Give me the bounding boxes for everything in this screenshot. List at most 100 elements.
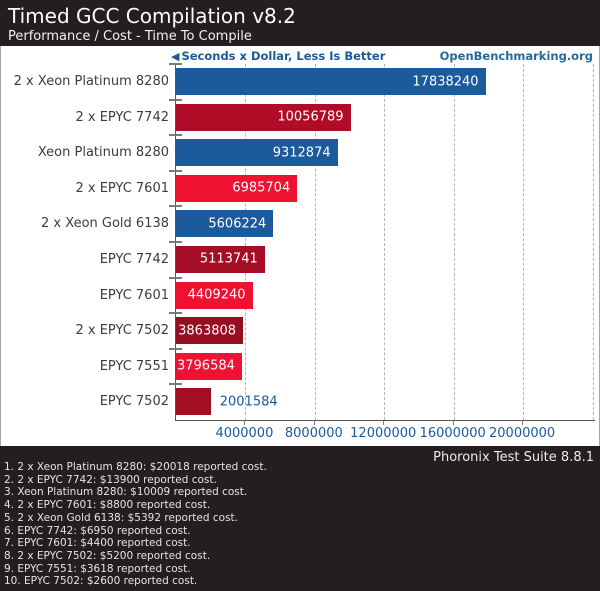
x-axis-tick — [244, 421, 246, 425]
gridline — [453, 64, 455, 420]
page-title: Timed GCC Compilation v8.2 — [8, 4, 296, 28]
bar-rows: 2 x Xeon Platinum 8280 17838240 2 x EPYC 7… — [1, 64, 599, 420]
bar-row: EPYC 7551 3796584 — [1, 349, 599, 385]
y-axis-tick — [169, 169, 182, 172]
footnote-line: 1. 2 x Xeon Platinum 8280: $20018 report… — [4, 461, 267, 473]
value-label: 10056789 — [277, 109, 344, 125]
unit-annotation: ◀ Seconds x Dollar, Less Is Better — [171, 49, 385, 63]
x-axis: 4000000 8000000 12000000 16000000 20000000 — [175, 420, 595, 447]
chart-footer: Phoronix Test Suite 8.8.1 1. 2 x Xeon Pl… — [0, 446, 600, 591]
bar-row: 2 x Xeon Platinum 8280 17838240 — [1, 64, 599, 100]
category-label: 2 x EPYC 7502 — [75, 323, 169, 339]
value-label: 4409240 — [187, 287, 246, 303]
value-bar: 3796584 — [176, 352, 242, 380]
value-bar: 6985704 — [176, 174, 298, 202]
value-bar: 5113741 — [176, 245, 265, 273]
value-bar: 10056789 — [176, 103, 351, 131]
x-axis-tick-label: 20000000 — [489, 426, 556, 441]
y-axis-tick — [169, 63, 182, 65]
bar-track: 10056789 — [175, 100, 595, 136]
x-axis-tick — [383, 421, 385, 425]
bar-track: 3863808 — [175, 313, 595, 349]
bar-row: 2 x EPYC 7742 10056789 — [1, 100, 599, 136]
value-bar: 17838240 — [176, 68, 486, 95]
category-label: Xeon Platinum 8280 — [37, 145, 169, 161]
bar-track: 17838240 — [175, 64, 595, 100]
x-axis-tick — [313, 421, 315, 425]
bar-track: 5606224 — [175, 206, 595, 242]
bar-track: 6985704 — [175, 171, 595, 207]
gridline — [384, 64, 386, 420]
category-label: EPYC 7742 — [99, 251, 169, 267]
y-axis-tick — [169, 241, 182, 243]
value-label: 5606224 — [208, 216, 267, 232]
value-label: 17838240 — [412, 74, 479, 89]
x-axis-tick-label: 8000000 — [284, 426, 343, 441]
bar-track: 3796584 — [175, 349, 595, 385]
footnote-line: 5. 2 x Xeon Gold 6138: $5392 reported co… — [4, 511, 238, 524]
suite-version-label: Phoronix Test Suite 8.8.1 — [433, 450, 594, 465]
value-label: 3796584 — [176, 358, 235, 374]
category-label: 2 x EPYC 7601 — [75, 180, 169, 196]
gridline — [592, 64, 594, 420]
gridline — [523, 64, 525, 420]
category-label: 2 x Xeon Gold 6138 — [41, 216, 169, 232]
plot-area: 2 x Xeon Platinum 8280 17838240 2 x EPYC 7… — [1, 63, 599, 420]
y-axis-tick — [169, 98, 182, 101]
bar-track: 5113741 — [175, 242, 595, 278]
bar-row: EPYC 7742 5113741 — [1, 242, 599, 278]
footnotes: 1. 2 x Xeon Platinum 8280: $20018 report… — [4, 461, 267, 588]
footnote-line: 6. EPYC 7742: $6950 reported cost. — [4, 524, 191, 537]
value-label: 6985704 — [232, 180, 291, 196]
value-bar: 4409240 — [176, 281, 253, 309]
bar-track: 4409240 — [175, 278, 595, 314]
bar-row: Xeon Platinum 8280 9312874 — [1, 135, 599, 171]
bar-track: 2001584 — [175, 384, 595, 420]
category-label: 2 x Xeon Platinum 8280 — [13, 74, 169, 89]
footnote-line: 2. 2 x EPYC 7742: $13900 reported cost. — [4, 473, 217, 486]
footnote-line: 9. EPYC 7551: $3618 reported cost. — [4, 562, 191, 575]
value-label: 9312874 — [272, 145, 331, 161]
less-is-better-arrow-icon: ◀ — [171, 50, 180, 63]
footnote-line: 10. EPYC 7502: $2600 reported cost. — [4, 575, 198, 588]
bar-row: 2 x EPYC 7601 6985704 — [1, 171, 599, 207]
openbenchmarking-watermark: OpenBenchmarking.org — [439, 49, 593, 63]
x-axis-tick-label: 16000000 — [419, 426, 486, 441]
category-label: EPYC 7502 — [99, 394, 169, 410]
x-axis-tick-label: 4000000 — [215, 426, 274, 441]
gridline — [314, 64, 316, 420]
page-subtitle: Performance / Cost - Time To Compile — [8, 29, 252, 44]
x-axis-tick — [452, 421, 454, 425]
category-label: EPYC 7551 — [99, 358, 169, 374]
value-bar: 2001584 — [176, 388, 278, 416]
y-axis-tick — [169, 276, 182, 279]
x-axis-tick — [522, 421, 524, 425]
value-label: 5113741 — [199, 251, 258, 267]
grid-overlay — [169, 63, 596, 420]
value-label: 3863808 — [178, 323, 237, 339]
category-label: 2 x EPYC 7742 — [75, 109, 169, 125]
bar-row: 2 x EPYC 7502 3863808 — [1, 313, 599, 349]
y-axis-tick — [169, 312, 182, 315]
bar-track: 9312874 — [175, 135, 595, 171]
chart-area: ◀ Seconds x Dollar, Less Is Better OpenBe… — [0, 46, 600, 446]
footnote-line: 7. EPYC 7601: $4400 reported cost. — [4, 537, 191, 550]
value-label: 2001584 — [219, 394, 278, 410]
footnote-line: 8. 2 x EPYC 7502: $5200 reported cost. — [4, 549, 211, 562]
unit-annotation-label: Seconds x Dollar, Less Is Better — [181, 49, 386, 63]
y-axis-tick — [169, 347, 182, 350]
bar-row: EPYC 7502 2001584 — [1, 384, 599, 420]
x-axis-tick-label: 12000000 — [350, 426, 417, 441]
bar-row: 2 x Xeon Gold 6138 5606224 — [1, 206, 599, 242]
value-bar: 3863808 — [176, 317, 244, 345]
gridline — [245, 64, 247, 420]
chart-header: Timed GCC Compilation v8.2 Performance /… — [0, 0, 600, 46]
y-axis-tick — [169, 134, 182, 137]
y-axis-tick — [169, 383, 182, 386]
footnote-line: 3. Xeon Platinum 8280: $10009 reported c… — [4, 486, 248, 499]
value-bar: 9312874 — [176, 139, 338, 167]
footnote-line: 4. 2 x EPYC 7601: $8800 reported cost. — [4, 499, 211, 512]
y-axis-tick — [169, 205, 182, 208]
category-label: EPYC 7601 — [99, 287, 169, 303]
